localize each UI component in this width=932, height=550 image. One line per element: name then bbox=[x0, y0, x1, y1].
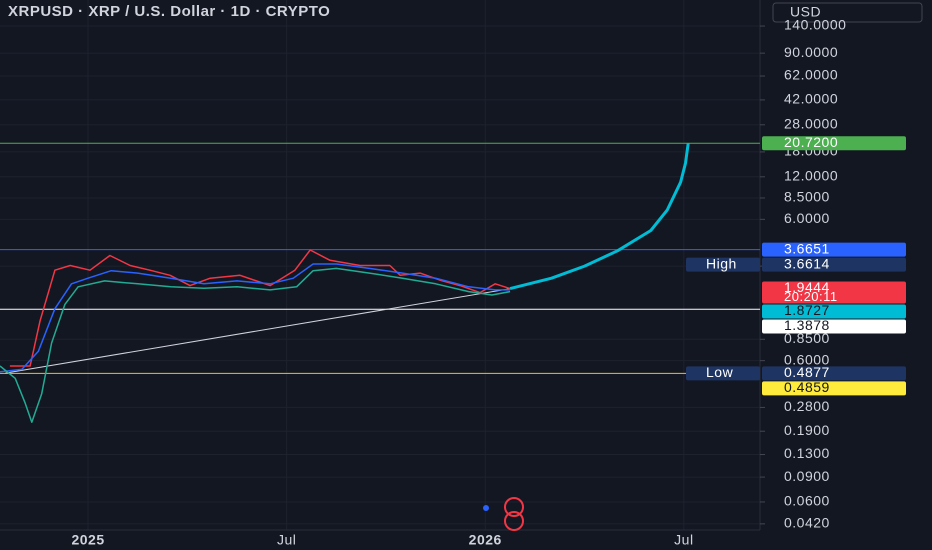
y-tick-label: 28.0000 bbox=[784, 116, 838, 132]
bottom-icons bbox=[483, 497, 524, 531]
price-label: 0.4877 bbox=[784, 364, 830, 380]
price-label-bg bbox=[762, 381, 906, 396]
price-label-bg bbox=[762, 281, 906, 304]
tag-label: Low bbox=[706, 364, 734, 380]
x-tick-label: 2026 bbox=[469, 532, 502, 548]
y-tick-label: 8.5000 bbox=[784, 189, 830, 205]
price-label: 0.4859 bbox=[784, 379, 830, 395]
y-tick-label: 42.0000 bbox=[784, 91, 838, 107]
price-label: 3.6651 bbox=[784, 240, 830, 256]
chart-title: XRPUSD · XRP / U.S. Dollar · 1D · CRYPTO bbox=[8, 3, 330, 20]
tag-label: High bbox=[706, 255, 737, 271]
price-label: 3.6614 bbox=[784, 255, 830, 271]
y-tick-label: 0.0420 bbox=[784, 515, 830, 531]
y-tick-label: 0.6000 bbox=[784, 351, 830, 367]
y-tick-label: 0.1300 bbox=[784, 445, 830, 461]
y-tick-label: 0.0900 bbox=[784, 468, 830, 484]
price-label-bg bbox=[762, 319, 906, 334]
currency-label[interactable]: USD bbox=[790, 4, 821, 20]
y-tick-label: 62.0000 bbox=[784, 67, 838, 83]
price-label-bg bbox=[762, 304, 906, 319]
price-label: 20.7200 bbox=[784, 134, 838, 150]
event-dot[interactable] bbox=[483, 505, 489, 511]
y-tick-label: 0.2800 bbox=[784, 398, 830, 414]
price-label: 1.8727 bbox=[784, 302, 830, 318]
y-tick-label: 0.8500 bbox=[784, 330, 830, 346]
y-tick-label: 0.0600 bbox=[784, 493, 830, 509]
tag-bg bbox=[686, 366, 760, 381]
price-label-bg bbox=[762, 242, 906, 257]
series-line bbox=[0, 263, 511, 373]
price-label-bg bbox=[762, 366, 906, 381]
x-tick-label: Jul bbox=[277, 532, 296, 548]
currency-button[interactable] bbox=[772, 2, 923, 23]
price-label-bg bbox=[762, 257, 906, 272]
series-line bbox=[509, 143, 690, 291]
event-icon[interactable] bbox=[504, 511, 524, 531]
x-tick-label: Jul bbox=[674, 532, 693, 548]
price-label-bg bbox=[762, 136, 906, 151]
tag-bg bbox=[686, 257, 760, 272]
trendline bbox=[5, 288, 511, 374]
price-label: 1.9444 bbox=[784, 279, 830, 295]
series-line bbox=[0, 267, 511, 423]
y-tick-label: 12.0000 bbox=[784, 168, 838, 184]
y-tick-label: 6.0000 bbox=[784, 210, 830, 226]
price-label: 1.3878 bbox=[784, 317, 830, 333]
countdown: 20:20:11 bbox=[784, 289, 838, 304]
y-tick-label: 90.0000 bbox=[784, 44, 838, 60]
y-tick-label: 0.1900 bbox=[784, 422, 830, 438]
x-tick-label: 2025 bbox=[71, 532, 104, 548]
event-icon[interactable] bbox=[504, 497, 524, 517]
y-tick-label: 140.0000 bbox=[784, 17, 846, 33]
